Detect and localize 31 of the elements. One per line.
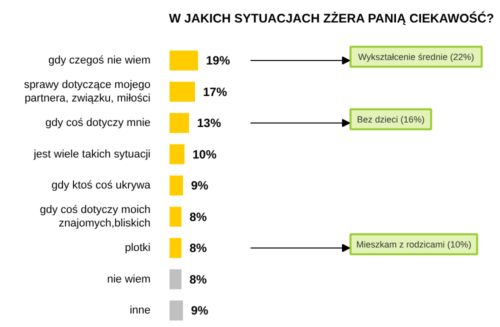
text: Mieszkam z rodzicami (10%) [356,239,472,250]
data-label: 10% [192,147,217,162]
y-tick-label: gdy ktoś coś ukrywa [51,180,152,192]
bar [170,113,189,133]
bar [170,206,182,227]
data-label: 13% [197,116,222,130]
bar [170,50,198,70]
bar [170,269,182,290]
y-tick-label: plotki [124,242,151,254]
bar [170,176,183,196]
bar [170,82,195,102]
data-label: 8% [190,241,208,255]
data-label: 19% [206,54,230,68]
bar [170,238,182,258]
y-tick-label: sprawy dotyczące mojego partnera, związku, miłości [24,79,151,104]
bar [170,144,184,164]
y-tick-label: gdy coś dotyczy mnie [45,117,150,129]
text: Wykształcenie średnie (22%) [358,52,474,62]
text: W JAKICH SYTUACJACH ZŻERA PANIĄ CIEKAWOŚĆ? [169,10,494,26]
data-label: 17% [203,84,228,99]
y-tick-label: jest wiele takich sytuacji [32,148,151,160]
data-label: 9% [191,178,209,192]
data-label: 8% [190,210,208,224]
y-tick-label: inne [130,304,150,316]
data-label: 8% [190,272,208,286]
y-tick-label: gdy coś dotyczy moich znajomych,bliskich [40,204,150,230]
text: Bez dzieci (16%) [357,114,425,124]
data-label: 9% [191,304,209,318]
bar [170,300,183,320]
y-tick-label: gdy czegoś nie wiem [48,54,151,66]
y-tick-label: nie wiem [107,273,150,286]
